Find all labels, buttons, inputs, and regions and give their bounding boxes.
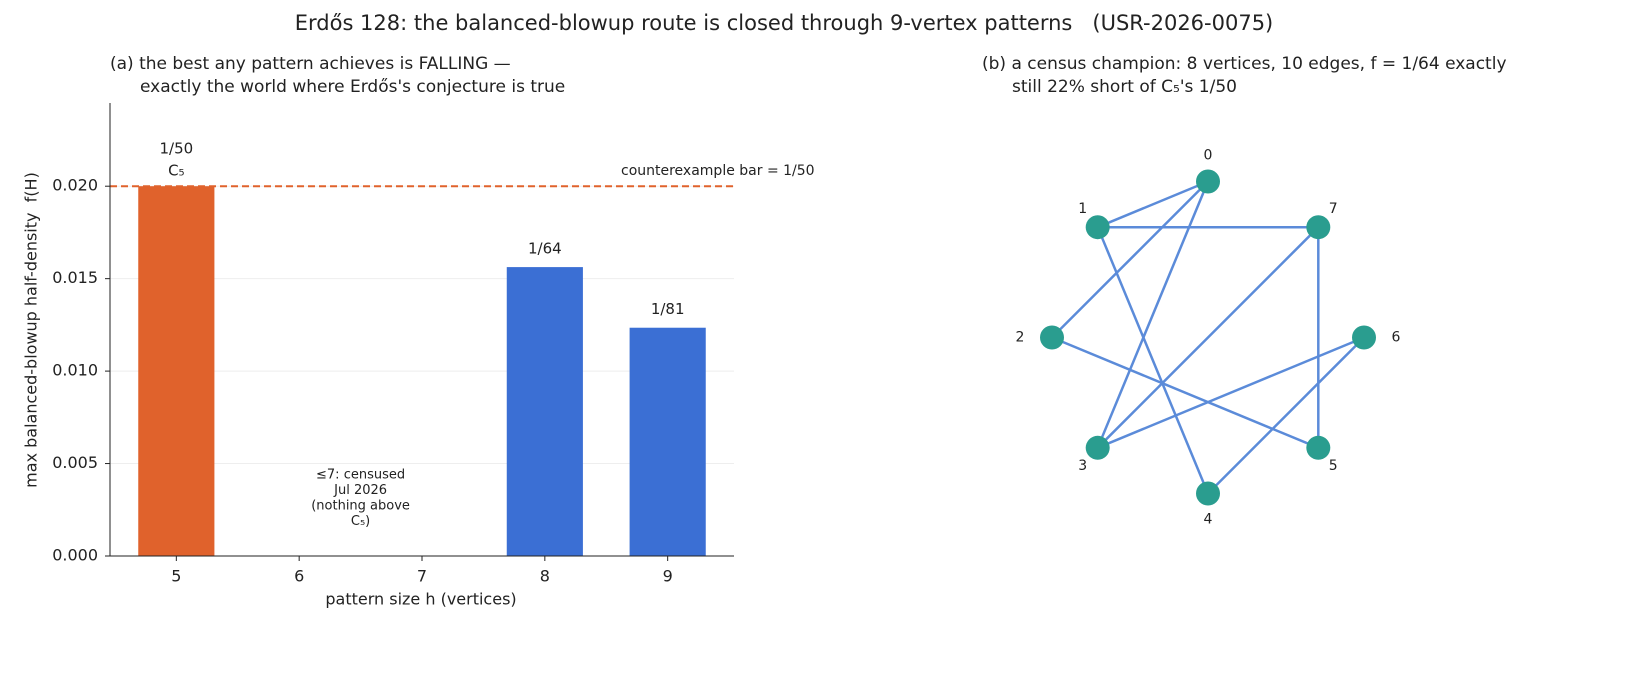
- node-label: 0: [1204, 148, 1213, 164]
- node: [1040, 325, 1064, 350]
- y-tick-label: 0.015: [52, 268, 98, 287]
- panel-title: (b) a census champion: 8 vertices, 10 ed…: [982, 54, 1507, 74]
- x-tick-label: 9: [663, 567, 673, 586]
- y-tick-label: 0.020: [52, 176, 98, 195]
- annotation: ≤7: censused: [316, 468, 405, 483]
- panel-title: (a) the best any pattern achieves is FAL…: [110, 54, 511, 74]
- edge: [1097, 336, 1365, 449]
- panel-title: exactly the world where Erdős's conjectu…: [140, 77, 565, 97]
- x-tick-label: 6: [294, 567, 304, 586]
- node: [1085, 435, 1110, 460]
- y-tick-label: 0.005: [52, 453, 98, 472]
- panel-title: still 22% short of C₅'s 1/50: [1012, 77, 1237, 97]
- node-label: 2: [1016, 330, 1025, 346]
- bar-note: C₅: [168, 162, 185, 180]
- y-tick-label: 0.010: [52, 361, 98, 380]
- node: [1196, 481, 1220, 506]
- node: [1306, 435, 1331, 460]
- node-label: 6: [1392, 330, 1401, 346]
- bar: [506, 267, 583, 556]
- node-label: 7: [1329, 201, 1338, 217]
- edge: [1096, 226, 1320, 449]
- node-label: 1: [1078, 201, 1087, 217]
- x-axis-label: pattern size h (vertices): [325, 590, 516, 609]
- edge: [1096, 226, 1210, 494]
- node: [1352, 325, 1376, 350]
- edge: [1051, 336, 1319, 449]
- bar: [629, 327, 706, 556]
- value-label: 1/81: [651, 300, 685, 318]
- edge: [1051, 180, 1209, 339]
- edge: [1096, 181, 1210, 449]
- node-label: 3: [1078, 458, 1087, 474]
- y-axis-label: max balanced-blowup half-density f(H): [22, 172, 41, 488]
- x-tick-label: 5: [171, 567, 181, 586]
- annotation: (nothing above: [311, 499, 410, 514]
- bar: [138, 186, 215, 556]
- value-label: 1/64: [528, 240, 562, 258]
- node: [1306, 215, 1331, 240]
- reference-label: counterexample bar = 1/50: [621, 163, 815, 179]
- figure-title: Erdős 128: the balanced-blowup route is …: [295, 11, 1274, 35]
- x-tick-label: 7: [417, 567, 427, 586]
- value-label: 1/50: [159, 140, 193, 158]
- node: [1085, 215, 1110, 240]
- x-tick-label: 8: [540, 567, 550, 586]
- node-label: 4: [1204, 512, 1213, 528]
- annotation: C₅): [351, 514, 370, 529]
- y-tick-label: 0.000: [52, 546, 98, 565]
- annotation: Jul 2026: [333, 483, 387, 498]
- node: [1196, 169, 1220, 194]
- edge: [1097, 180, 1209, 229]
- edge: [1207, 336, 1365, 495]
- node-label: 5: [1329, 458, 1338, 474]
